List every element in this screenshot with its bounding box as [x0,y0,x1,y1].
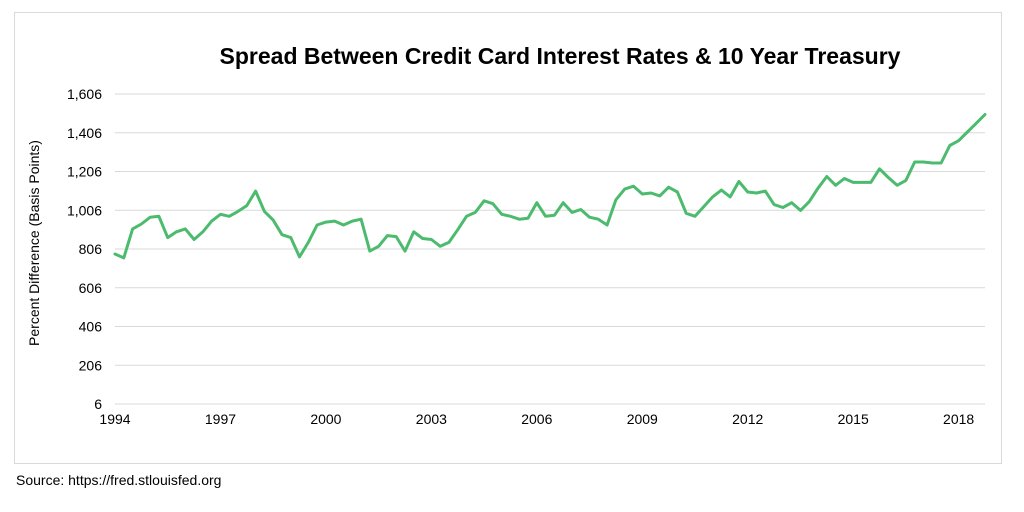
x-tick-label: 2003 [416,411,447,427]
source-note: Source: https://fred.stlouisfed.org [16,472,222,488]
y-tick-label: 1,606 [67,86,102,102]
y-tick-label: 406 [79,319,103,335]
chart-title: Spread Between Credit Card Interest Rate… [220,43,901,69]
x-tick-label: 2015 [838,411,869,427]
series-layer [113,113,987,260]
chart-frame: Spread Between Credit Card Interest Rate… [14,12,1002,464]
x-tick-label: 2012 [732,411,763,427]
x-tick-label: 2018 [943,411,974,427]
y-tick-label: 1,006 [67,202,102,218]
y-tick-label: 1,206 [67,164,102,180]
y-tick-label: 806 [79,241,103,257]
y-tick-label: 606 [79,280,103,296]
gridlines [115,93,985,405]
y-tick-label: 6 [94,396,102,412]
x-tick-label: 2006 [521,411,552,427]
x-tick-label: 1997 [205,411,236,427]
series-line [113,113,987,260]
x-tick-label: 2000 [310,411,341,427]
y-tick-label: 1,406 [67,125,102,141]
y-tick-label: 206 [79,357,103,373]
y-axis-ticks: 6 206 406 606 806 1,006 1,206 1,406 1,606 [67,86,102,412]
y-axis-title: Percent Difference (Basis Points) [26,140,42,346]
x-tick-label: 1994 [99,411,130,427]
line-chart: Spread Between Credit Card Interest Rate… [26,43,987,427]
x-axis-ticks: 1994 1997 2000 2003 2006 2009 2012 2015 2018 [99,411,974,427]
x-tick-label: 2009 [627,411,658,427]
